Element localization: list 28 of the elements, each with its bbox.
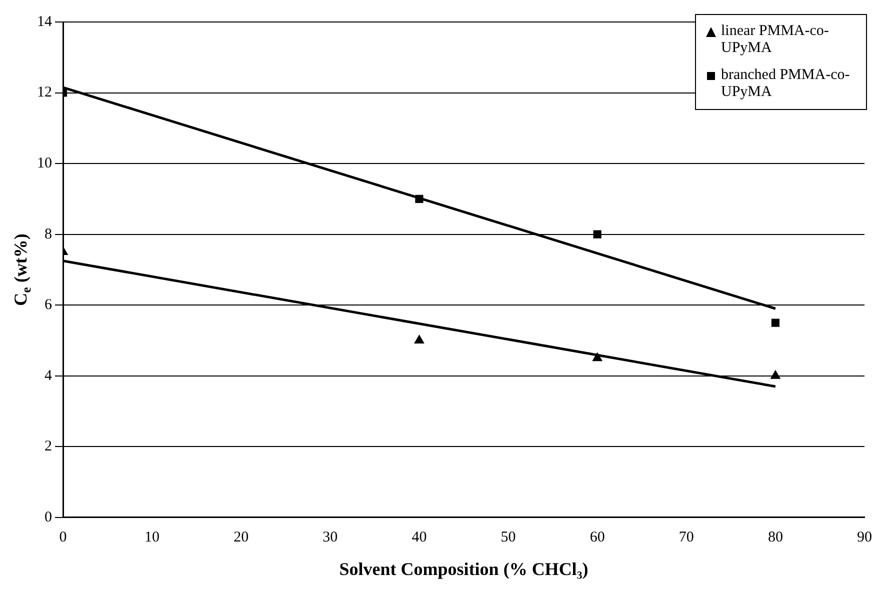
legend-label: branched PMMA-co-UPyMA bbox=[721, 67, 851, 101]
x-tick-label: 80 bbox=[768, 529, 783, 546]
y-tick-label: 0 bbox=[44, 509, 52, 526]
x-tick-label: 10 bbox=[144, 529, 160, 546]
y-tick-label: 14 bbox=[37, 14, 52, 30]
point bbox=[415, 194, 424, 203]
x-tick-label: 70 bbox=[678, 529, 694, 546]
x-tick-label: 90 bbox=[857, 529, 872, 546]
y-tick-label: 4 bbox=[44, 368, 52, 384]
point bbox=[770, 370, 780, 379]
x-axis-title: Solvent Composition (% CHCl₃) bbox=[339, 558, 588, 579]
legend-label: linear PMMA-co-UPyMA bbox=[721, 23, 830, 57]
y-axis-title: Ce (wt%) bbox=[10, 234, 34, 306]
x-tick-label: 20 bbox=[234, 529, 249, 546]
x-tick-label: 0 bbox=[59, 529, 67, 546]
x-tick-label: 60 bbox=[590, 529, 605, 546]
y-tick-label: 6 bbox=[44, 297, 52, 314]
point bbox=[414, 334, 424, 344]
point bbox=[592, 352, 602, 362]
x-tick-label: 40 bbox=[412, 529, 427, 546]
point bbox=[771, 318, 780, 327]
y-tick-label: 12 bbox=[37, 84, 52, 101]
x-tick-label: 50 bbox=[500, 529, 516, 546]
y-tick-label: 10 bbox=[37, 155, 52, 172]
y-tick-label: 2 bbox=[44, 438, 52, 455]
y-tick-label: 8 bbox=[44, 226, 52, 242]
x-tick-label: 30 bbox=[322, 529, 338, 546]
point bbox=[593, 230, 602, 238]
